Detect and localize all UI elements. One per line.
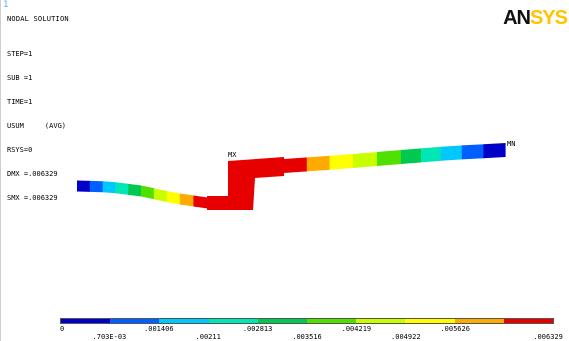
contour-segment [179, 193, 194, 207]
legend-swatch [307, 319, 357, 323]
info-step: STEP=1 [7, 50, 33, 58]
contour-segment [377, 150, 402, 166]
legend-label-top: .001406 [144, 325, 174, 333]
contour-segment [141, 185, 155, 200]
legend-label-top: .002813 [242, 325, 273, 333]
contour-segment [284, 157, 308, 173]
legend-swatch [356, 319, 406, 323]
contour-segment [483, 143, 506, 159]
legend-swatch [405, 319, 455, 323]
contour-segment [193, 195, 208, 209]
contour-segment [89, 180, 104, 193]
contour-segment [353, 152, 378, 168]
legend-label-top: .004219 [341, 325, 372, 333]
legend-swatch [208, 319, 258, 323]
legend-label-bottom: .703E-03 [92, 333, 127, 341]
legend-swatch [503, 319, 554, 323]
legend-label-bottom: .003516 [292, 333, 322, 341]
legend-swatch [110, 319, 160, 323]
contour-segment [166, 191, 181, 205]
legend-label-top: .005626 [440, 325, 470, 333]
contour-segment [421, 146, 442, 163]
legend-label-bottom: .006329 [533, 333, 563, 341]
contour-segment [153, 188, 168, 203]
min-label: MN [507, 140, 516, 148]
contour-segment [306, 155, 331, 172]
color-legend [60, 318, 554, 324]
legend-swatch [257, 319, 308, 323]
solution-info: STEP=1 SUB =1 TIME=1 USUM (AVG) RSYS=0 D… [7, 34, 66, 218]
legend-swatch [61, 319, 111, 323]
plot-title: NODAL SOLUTION [7, 15, 69, 23]
info-smx: SMX =.006329 [7, 194, 58, 202]
info-usum: USUM (AVG) [7, 122, 67, 130]
step-contour [207, 157, 284, 210]
contour-segment [461, 144, 484, 160]
legend-swatch [454, 319, 504, 323]
legend-label-bottom: .004922 [391, 333, 421, 341]
right-beam-contour [284, 143, 506, 173]
contour-segment [77, 180, 91, 192]
contour-segment [128, 183, 142, 197]
legend-label-top: 0 [60, 325, 65, 333]
max-label: MX [228, 151, 237, 159]
ansys-logo: ANSYS [503, 7, 568, 29]
info-sub: SUB =1 [7, 74, 33, 82]
legend-swatch [159, 319, 209, 323]
info-dmx: DMX =.006329 [7, 170, 58, 178]
window-number: 1 [3, 0, 9, 10]
left-beam-contour [77, 180, 208, 209]
contour-segment [329, 154, 354, 170]
legend-label-bottom: .00211 [195, 333, 221, 341]
contour-segment [441, 145, 463, 161]
contour-segment [102, 181, 116, 194]
info-time: TIME=1 [7, 98, 33, 106]
contour-segment [401, 148, 422, 164]
info-rsys: RSYS=0 [7, 146, 33, 154]
contour-segment [115, 182, 129, 195]
